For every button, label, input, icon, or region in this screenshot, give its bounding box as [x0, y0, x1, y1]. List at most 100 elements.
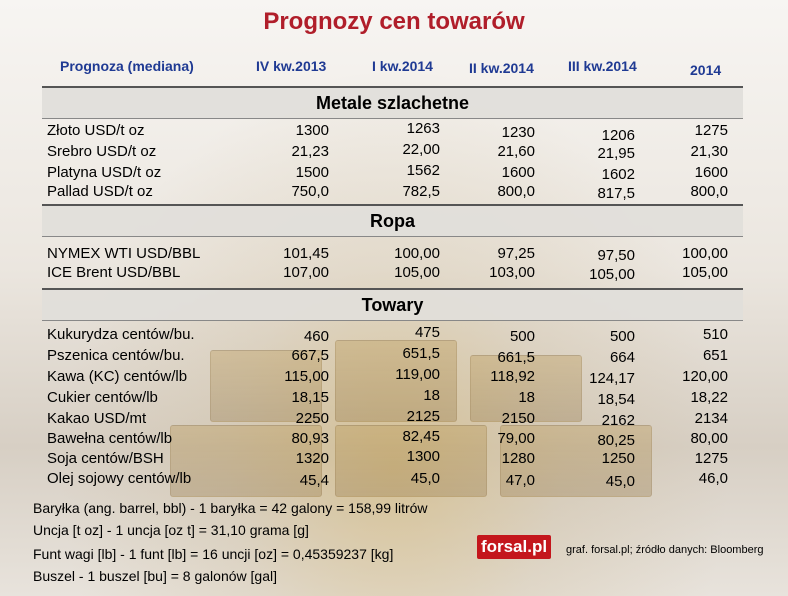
note-bushel: Buszel - 1 buszel [bu] = 8 galonów [gal] [33, 568, 277, 584]
cell-value: 2162 [601, 412, 635, 429]
cell-value: 750,0 [291, 183, 329, 200]
cell-value: 1206 [601, 127, 635, 144]
gold-bars-image [150, 330, 670, 500]
row-label: Kakao USD/mt [47, 410, 147, 427]
note-barrel: Baryłka (ang. barrel, bbl) - 1 baryłka =… [33, 500, 428, 516]
cell-value: 1250 [601, 450, 635, 467]
section-header-metals: Metale szlachetne [42, 86, 743, 119]
cell-value: 18,22 [690, 389, 728, 406]
forsal-logo: forsal.pl [477, 535, 551, 559]
cell-value: 101,45 [283, 245, 329, 262]
row-label: Pszenica centów/bu. [47, 347, 185, 364]
table-row: Pallad USD/t oz 750,0 782,5 800,0 817,5 … [0, 183, 788, 203]
cell-value: 475 [414, 324, 440, 341]
table-row: ICE Brent USD/BBL 107,00 105,00 103,00 1… [0, 264, 788, 284]
cell-value: 1275 [694, 450, 728, 467]
header-col-4: III kw.2014 [568, 58, 637, 74]
cell-value: 1600 [694, 164, 728, 181]
section-header-commodities: Towary [42, 288, 743, 321]
cell-value: 1300 [295, 122, 329, 139]
cell-value: 100,00 [394, 245, 440, 262]
cell-value: 500 [509, 328, 535, 345]
cell-value: 21,95 [597, 145, 635, 162]
cell-value: 2150 [501, 410, 535, 427]
row-label: Pallad USD/t oz [47, 183, 153, 200]
cell-value: 661,5 [497, 349, 535, 366]
note-pound: Funt wagi [lb] - 1 funt [lb] = 16 uncji … [33, 546, 394, 562]
table-row: Pszenica centów/bu. 667,5 651,5 661,5 66… [0, 345, 788, 367]
cell-value: 1500 [295, 164, 329, 181]
source-credit: graf. forsal.pl; źródło danych: Bloomber… [566, 544, 764, 556]
cell-value: 1320 [295, 450, 329, 467]
cell-value: 105,00 [589, 266, 635, 283]
table-row: Platyna USD/t oz 1500 1562 1600 1602 160… [0, 162, 788, 184]
cell-value: 22,00 [402, 141, 440, 158]
cell-value: 115,00 [284, 368, 329, 385]
cell-value: 80,00 [690, 430, 728, 447]
cell-value: 1600 [501, 164, 535, 181]
cell-value: 21,30 [690, 143, 728, 160]
cell-value: 500 [609, 328, 635, 345]
note-ounce: Uncja [t oz] - 1 uncja [oz t] = 31,10 gr… [33, 522, 309, 538]
cell-value: 46,0 [698, 470, 728, 487]
section-header-oil: Ropa [42, 204, 743, 237]
cell-value: 2134 [694, 410, 728, 427]
cell-value: 80,25 [597, 432, 635, 449]
cell-value: 667,5 [291, 347, 329, 364]
table-row: Olej sojowy centów/lb 45,4 45,0 47,0 45,… [0, 470, 788, 490]
cell-value: 800,0 [497, 183, 535, 200]
cell-value: 2250 [295, 410, 329, 427]
header-col-5: 2014 [690, 62, 722, 78]
cell-value: 103,00 [489, 264, 535, 281]
cell-value: 21,23 [291, 143, 329, 160]
header-col-2: I kw.2014 [372, 58, 433, 74]
table-row: Soja centów/BSH 1320 1300 1280 1250 1275 [0, 448, 788, 470]
cell-value: 105,00 [394, 264, 440, 281]
cell-value: 18 [423, 387, 440, 404]
header-col-3: II kw.2014 [469, 60, 534, 76]
cell-value: 82,45 [402, 428, 440, 445]
cell-value: 18 [518, 389, 535, 406]
cell-value: 1300 [406, 448, 440, 465]
cell-value: 2125 [406, 408, 440, 425]
cell-value: 664 [609, 349, 635, 366]
table-row: NYMEX WTI USD/BBL 101,45 100,00 97,25 97… [0, 245, 788, 265]
cell-value: 1230 [501, 124, 535, 141]
header-label: Prognoza (mediana) [60, 58, 194, 74]
row-label: Soja centów/BSH [47, 450, 164, 467]
cell-value: 118,92 [490, 368, 535, 385]
cell-value: 97,25 [497, 245, 535, 262]
row-label: Platyna USD/t oz [47, 164, 162, 181]
cell-value: 1602 [601, 166, 635, 183]
row-label: NYMEX WTI USD/BBL [47, 245, 201, 262]
cell-value: 45,4 [299, 472, 329, 489]
cell-value: 1275 [694, 122, 728, 139]
cell-value: 97,50 [597, 247, 635, 264]
cell-value: 817,5 [597, 185, 635, 202]
table-row: Bawełna centów/lb 80,93 82,45 79,00 80,2… [0, 428, 788, 450]
cell-value: 1280 [501, 450, 535, 467]
row-label: Kukurydza centów/bu. [47, 326, 195, 343]
row-label: Bawełna centów/lb [47, 430, 173, 447]
cell-value: 1263 [406, 120, 440, 137]
cell-value: 79,00 [497, 430, 535, 447]
cell-value: 120,00 [682, 368, 728, 385]
table-row: Cukier centów/lb 18,15 18 18 18,54 18,22 [0, 387, 788, 409]
cell-value: 100,00 [682, 245, 728, 262]
cell-value: 21,60 [497, 143, 535, 160]
row-label: Cukier centów/lb [47, 389, 158, 406]
table-row: Kukurydza centów/bu. 460 475 500 500 510 [0, 324, 788, 346]
cell-value: 782,5 [402, 183, 440, 200]
cell-value: 124,17 [589, 370, 635, 387]
cell-value: 18,15 [291, 389, 329, 406]
header-col-1: IV kw.2013 [256, 58, 327, 74]
table-row: Kawa (KC) centów/lb 115,00 119,00 118,92… [0, 366, 788, 388]
cell-value: 107,00 [283, 264, 329, 281]
row-label: Srebro USD/t oz [47, 143, 157, 160]
row-label: Kawa (KC) centów/lb [47, 368, 188, 385]
row-label: ICE Brent USD/BBL [47, 264, 181, 281]
cell-value: 105,00 [682, 264, 728, 281]
row-label: Złoto USD/t oz [47, 122, 145, 139]
cell-value: 651 [702, 347, 728, 364]
table-row: Srebro USD/t oz 21,23 22,00 21,60 21,95 … [0, 141, 788, 163]
